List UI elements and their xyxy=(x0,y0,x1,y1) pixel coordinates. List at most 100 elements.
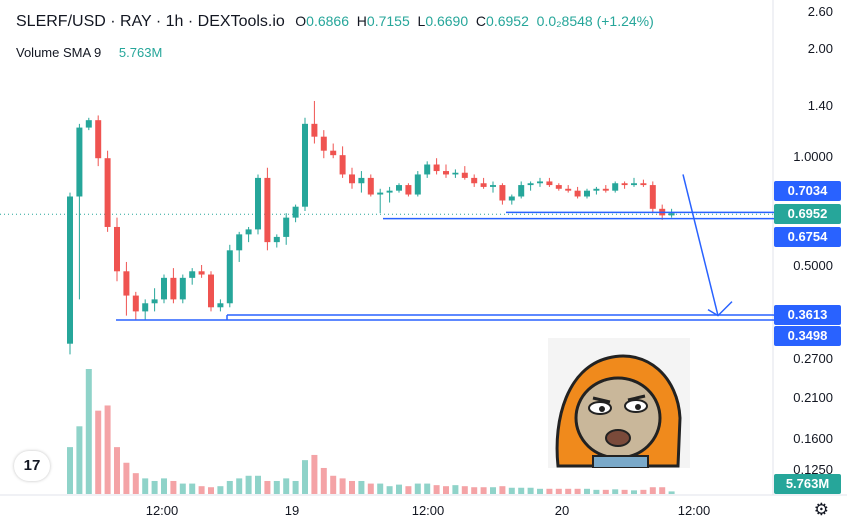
volume-bar xyxy=(537,488,543,494)
candle-body xyxy=(471,177,478,184)
candle-body xyxy=(424,164,431,175)
volume-bar xyxy=(396,484,402,494)
volume-bar xyxy=(264,480,271,494)
candle-body xyxy=(480,183,487,187)
volume-legend[interactable]: Volume SMA 9 5.763M xyxy=(16,45,162,60)
candle-body xyxy=(320,136,327,151)
volume-bar xyxy=(123,462,130,494)
candle-body xyxy=(255,177,261,230)
volume-bar xyxy=(574,488,581,494)
price-tick: 0.1600 xyxy=(793,431,833,446)
candle-body xyxy=(461,172,468,178)
candle-body xyxy=(349,174,355,184)
candle-body xyxy=(584,190,590,197)
candle-body xyxy=(67,196,73,344)
volume-bar xyxy=(518,487,525,494)
time-tick: 12:00 xyxy=(411,503,445,518)
arrow-head xyxy=(707,301,733,317)
volume-bar xyxy=(631,490,637,494)
candle-body xyxy=(433,164,440,172)
candle-body xyxy=(161,277,167,300)
volume-bar xyxy=(104,405,111,494)
change-value: 0.0₂8548 (+1.24%) xyxy=(536,13,654,29)
candle-body xyxy=(367,177,374,195)
volume-bar xyxy=(584,488,590,494)
candle-body xyxy=(640,183,647,186)
price-label: 0.3498 xyxy=(774,326,841,346)
candle-body xyxy=(132,295,139,312)
candle-body xyxy=(264,177,271,243)
open-value: 0.6866 xyxy=(306,13,349,29)
volume-bar xyxy=(405,486,412,494)
gear-icon[interactable]: ⚙ xyxy=(813,500,829,519)
volume-bar xyxy=(452,485,459,494)
candle-body xyxy=(443,171,449,175)
volume-bar xyxy=(433,485,440,494)
volume-bar xyxy=(377,483,384,494)
current-price-label: 0.6952 xyxy=(774,204,841,224)
volume-bar xyxy=(546,488,553,494)
volume-value: 5.763M xyxy=(118,45,163,60)
candle-body xyxy=(452,172,459,175)
candle-body xyxy=(565,188,572,191)
close-value: 0.6952 xyxy=(486,13,529,29)
volume-bar xyxy=(142,478,149,494)
volume-bar xyxy=(283,478,290,494)
candle-body xyxy=(217,303,224,308)
volume-bar xyxy=(161,478,167,494)
candle-body xyxy=(490,185,496,187)
volume-bar xyxy=(490,487,496,494)
candle-body xyxy=(649,185,656,209)
candle-body xyxy=(245,229,252,235)
volume-bar xyxy=(508,487,515,494)
volume-bar xyxy=(245,475,252,494)
candle-body xyxy=(330,150,337,156)
volume-bar xyxy=(565,488,572,494)
volume-bar xyxy=(471,487,478,494)
candle-body xyxy=(189,271,196,278)
candle-body xyxy=(621,183,628,186)
volume-bar xyxy=(255,475,261,494)
price-tick: 0.2100 xyxy=(793,390,833,405)
meme-image xyxy=(548,338,690,468)
candle-body xyxy=(179,277,186,300)
volume-bar xyxy=(339,478,346,494)
tradingview-logo[interactable]: 17 xyxy=(14,451,50,481)
candle-body xyxy=(574,190,581,197)
chart-header: SLERF/USD · RAY · 1h · DEXTools.io O0.68… xyxy=(16,13,654,31)
candle-body xyxy=(414,174,421,195)
candle-body xyxy=(668,213,675,216)
candle-body xyxy=(273,236,280,243)
volume-bar xyxy=(480,487,487,494)
time-tick: 12:00 xyxy=(677,503,711,518)
volume-bar xyxy=(67,447,73,494)
volume-bar xyxy=(424,483,431,494)
candle-body xyxy=(631,183,637,186)
volume-bar xyxy=(668,491,675,494)
candle-body xyxy=(170,277,177,300)
candle-body xyxy=(76,127,83,197)
volume-bar xyxy=(217,486,224,494)
ohlc-values: O0.6866 H0.7155 L0.6690 C0.6952 0.0₂8548… xyxy=(295,13,654,29)
candle-body xyxy=(518,185,525,197)
volume-bar xyxy=(612,489,619,494)
time-tick: 20 xyxy=(554,503,570,518)
price-tick: 1.0000 xyxy=(793,149,833,164)
candle-body xyxy=(508,196,515,201)
price-label: 0.7034 xyxy=(774,181,841,201)
price-tick: 0.2700 xyxy=(793,351,833,366)
volume-bar xyxy=(132,473,139,494)
volume-bar xyxy=(114,447,120,494)
volume-bar xyxy=(208,487,214,494)
volume-bar xyxy=(179,483,186,494)
low-value: 0.6690 xyxy=(425,13,469,29)
candle-body xyxy=(226,250,233,304)
volume-bar xyxy=(527,487,534,494)
symbol-title[interactable]: SLERF/USD · RAY · 1h · DEXTools.io xyxy=(16,13,285,30)
price-label: 0.6754 xyxy=(774,227,841,247)
candle-body xyxy=(602,188,609,191)
volume-bar xyxy=(311,454,318,494)
high-value: 0.7155 xyxy=(366,13,410,29)
arrow-line xyxy=(682,174,719,316)
